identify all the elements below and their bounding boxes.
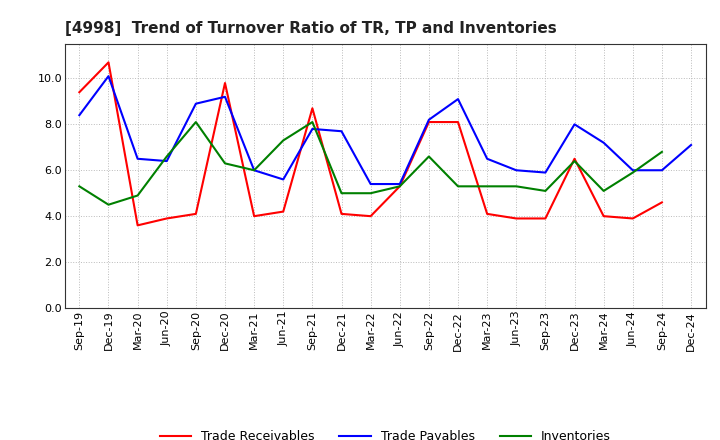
- Inventories: [425, 154, 433, 159]
- Trade Payables: [395, 181, 404, 187]
- Trade Payables: [425, 117, 433, 122]
- Inventories: [570, 158, 579, 164]
- Inventories: [308, 119, 317, 125]
- Inventories: [163, 154, 171, 159]
- Trade Payables: [657, 168, 666, 173]
- Trade Receivables: [279, 209, 287, 214]
- Trade Payables: [629, 168, 637, 173]
- Inventories: [220, 161, 229, 166]
- Trade Payables: [133, 156, 142, 161]
- Inventories: [250, 168, 258, 173]
- Line: Trade Receivables: Trade Receivables: [79, 62, 662, 225]
- Legend: Trade Receivables, Trade Payables, Inventories: Trade Receivables, Trade Payables, Inven…: [155, 425, 616, 440]
- Trade Receivables: [133, 223, 142, 228]
- Inventories: [541, 188, 550, 194]
- Trade Receivables: [629, 216, 637, 221]
- Trade Payables: [279, 177, 287, 182]
- Line: Inventories: Inventories: [79, 122, 662, 205]
- Inventories: [629, 170, 637, 175]
- Trade Receivables: [104, 60, 113, 65]
- Inventories: [366, 191, 375, 196]
- Inventories: [104, 202, 113, 207]
- Inventories: [192, 119, 200, 125]
- Trade Payables: [163, 158, 171, 164]
- Inventories: [75, 183, 84, 189]
- Trade Payables: [483, 156, 492, 161]
- Trade Receivables: [366, 213, 375, 219]
- Trade Receivables: [425, 119, 433, 125]
- Trade Payables: [599, 140, 608, 145]
- Trade Payables: [75, 113, 84, 118]
- Trade Receivables: [512, 216, 521, 221]
- Trade Receivables: [192, 211, 200, 216]
- Trade Receivables: [541, 216, 550, 221]
- Inventories: [133, 193, 142, 198]
- Trade Receivables: [395, 183, 404, 189]
- Trade Payables: [220, 94, 229, 99]
- Trade Receivables: [163, 216, 171, 221]
- Trade Receivables: [308, 106, 317, 111]
- Trade Receivables: [570, 156, 579, 161]
- Trade Payables: [308, 126, 317, 132]
- Trade Receivables: [75, 90, 84, 95]
- Trade Receivables: [483, 211, 492, 216]
- Trade Receivables: [454, 119, 462, 125]
- Inventories: [454, 183, 462, 189]
- Inventories: [279, 138, 287, 143]
- Trade Receivables: [220, 81, 229, 86]
- Trade Receivables: [250, 213, 258, 219]
- Trade Payables: [454, 96, 462, 102]
- Trade Payables: [104, 73, 113, 79]
- Trade Payables: [250, 168, 258, 173]
- Inventories: [483, 183, 492, 189]
- Inventories: [337, 191, 346, 196]
- Inventories: [395, 183, 404, 189]
- Trade Payables: [512, 168, 521, 173]
- Trade Receivables: [599, 213, 608, 219]
- Trade Receivables: [337, 211, 346, 216]
- Line: Trade Payables: Trade Payables: [79, 76, 691, 184]
- Inventories: [657, 149, 666, 154]
- Inventories: [512, 183, 521, 189]
- Trade Payables: [687, 143, 696, 148]
- Inventories: [599, 188, 608, 194]
- Trade Receivables: [657, 200, 666, 205]
- Trade Payables: [570, 122, 579, 127]
- Trade Payables: [192, 101, 200, 106]
- Text: [4998]  Trend of Turnover Ratio of TR, TP and Inventories: [4998] Trend of Turnover Ratio of TR, TP…: [65, 21, 557, 36]
- Trade Payables: [337, 128, 346, 134]
- Trade Payables: [366, 181, 375, 187]
- Trade Payables: [541, 170, 550, 175]
